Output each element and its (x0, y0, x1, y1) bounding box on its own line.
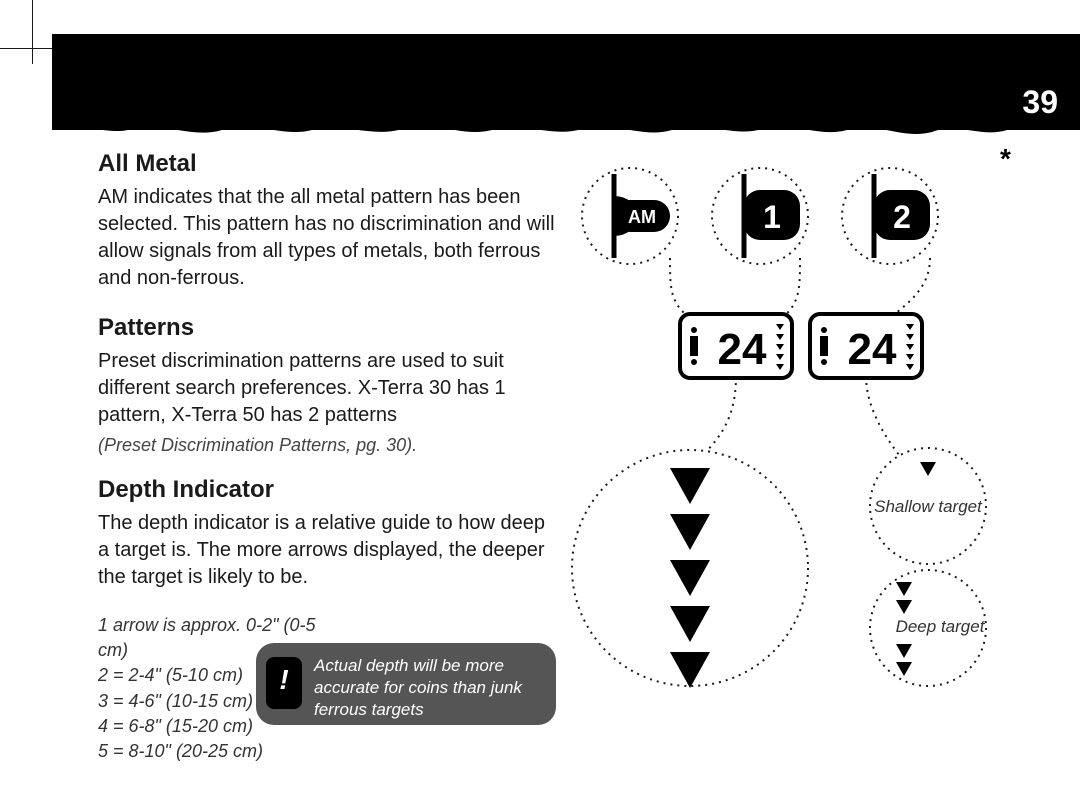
ref-patterns: (Preset Discrimination Patterns, pg. 30)… (98, 435, 556, 456)
heading-all-metal: All Metal (98, 150, 556, 178)
heading-patterns: Patterns (98, 314, 556, 342)
badge-am-label: AM (628, 207, 656, 227)
alert-icon: ! (266, 657, 302, 709)
body-all-metal: AM indicates that the all metal pattern … (98, 184, 556, 292)
deep-circle: Deep target (870, 570, 986, 686)
display-diagram: * AM (570, 138, 1050, 748)
torn-edge (52, 116, 1080, 138)
crop-mark-v (32, 0, 33, 64)
badge-row: AM 1 2 (582, 168, 938, 264)
depth-main-circle (572, 450, 808, 688)
badge-2-label: 2 (893, 199, 911, 235)
lcd-value: 24 (718, 325, 767, 374)
asterisk-icon: * (1000, 143, 1011, 174)
note-text: Actual depth will be more accurate for c… (314, 656, 522, 719)
deep-label: Deep target (896, 617, 986, 636)
body-depth: The depth indicator is a relative guide … (98, 510, 556, 591)
shallow-circle: Shallow target (870, 448, 986, 564)
lcd-row: 24 24 (680, 314, 922, 378)
shallow-label: Shallow target (874, 497, 983, 516)
heading-depth: Depth Indicator (98, 476, 556, 504)
note-callout: ! Actual depth will be more accurate for… (256, 643, 556, 725)
body-patterns: Preset discrimination patterns are used … (98, 348, 556, 429)
depth-scale-line: 5 = 8-10" (20-25 cm) (98, 739, 348, 764)
badge-1-label: 1 (763, 199, 781, 235)
page: 39 All Metal AM indicates that the all m… (0, 0, 1080, 794)
lcd-value: 24 (848, 325, 897, 374)
crop-mark-h (0, 48, 60, 49)
